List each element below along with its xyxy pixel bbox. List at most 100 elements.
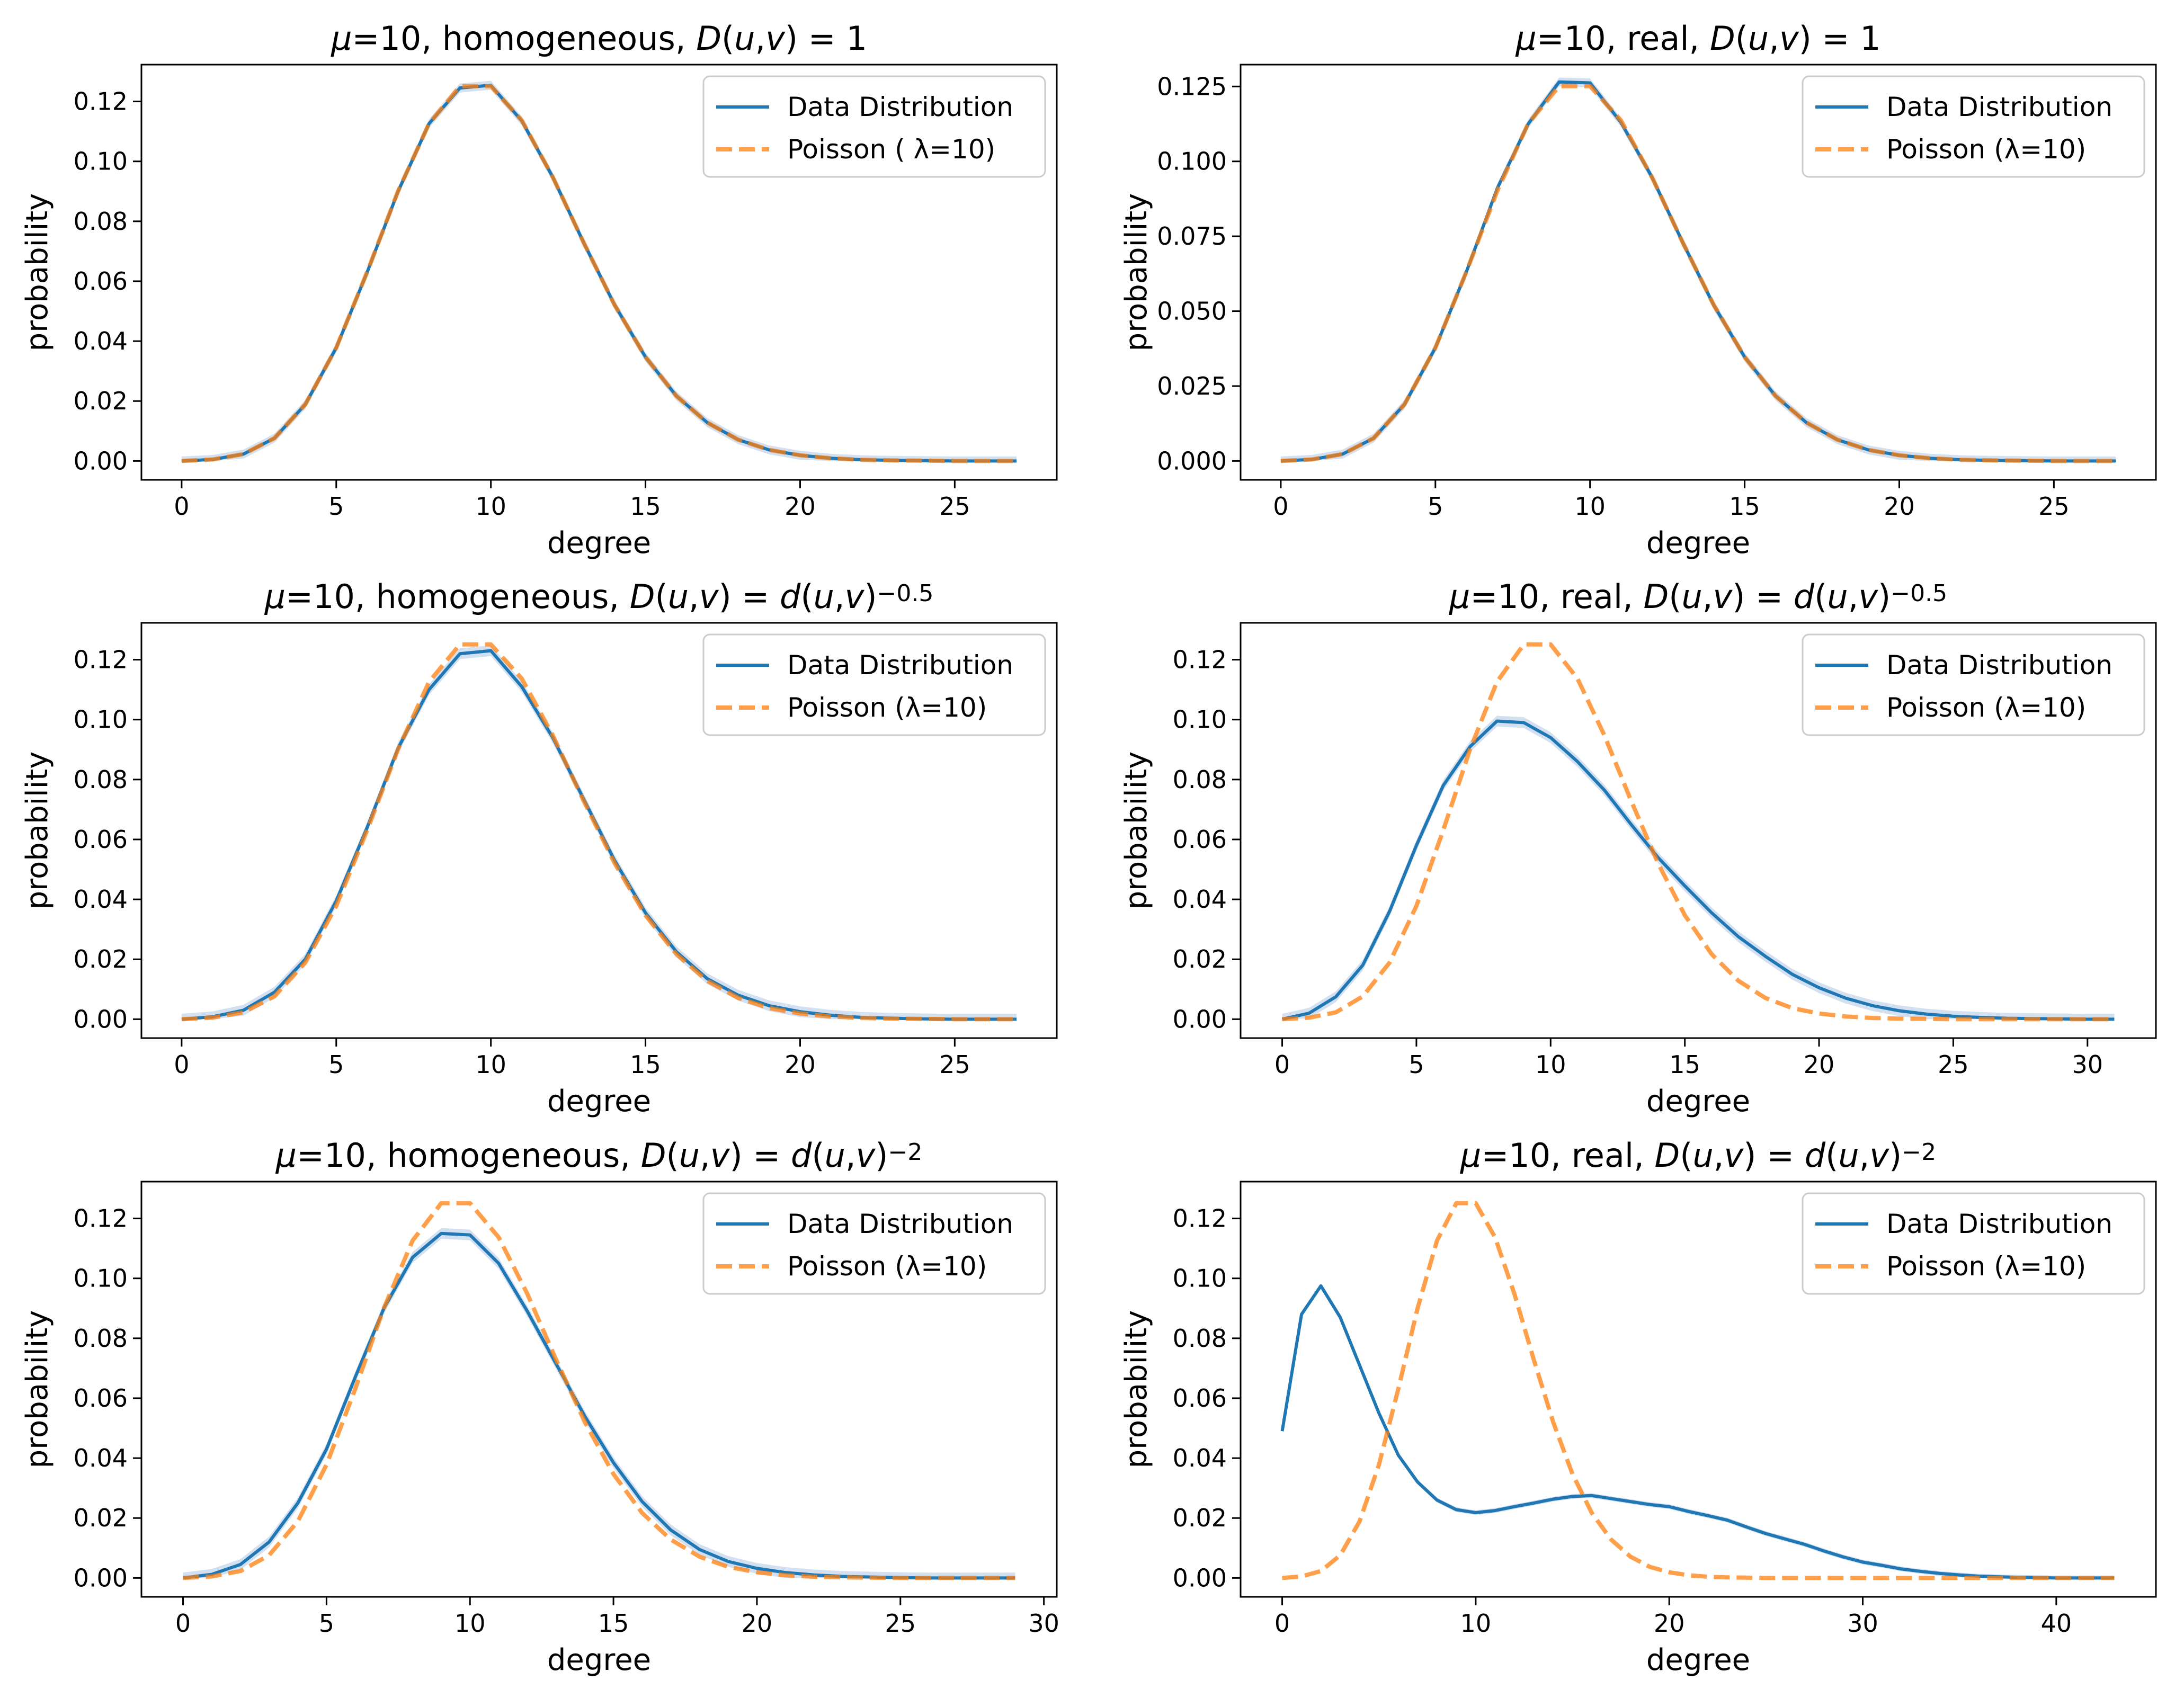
legend-entry-label: Poisson ( λ=10) [787,134,995,165]
x-tick-label: 30 [1028,1609,1059,1638]
title-part: ) = [729,1136,791,1175]
legend-box [702,75,1046,178]
x-tick-label: 10 [1535,1050,1566,1079]
title-part: =10, real, [1470,577,1643,616]
panel-title: μ=10, homogeneous, D(u,v) = d(u,v)−2 [275,1136,923,1175]
legend-entry-label: Data Distribution [787,1209,1013,1239]
y-axis-label: probability [20,1310,55,1469]
x-tick-label: 20 [742,1609,773,1638]
poisson-series-line [1280,84,2116,463]
axes-frame [1240,1181,2157,1598]
title-part: ) [1878,577,1891,616]
y-tick-label: 0.02 [74,945,128,973]
panel-homogeneous-d1: 0 5 10 15 20 25 0.00 0.02 0.04 0.06 0.08 0.10 0.12 de… [20,19,1058,560]
y-tick-label: 0.000 [1157,446,1227,475]
title-part: ) [1889,1136,1902,1175]
title-part: −0.5 [877,580,934,607]
title-part: ( [1735,19,1748,58]
title-part: , [834,577,845,616]
x-axis-label: degree [547,1643,651,1677]
title-part: v [1779,19,1799,58]
x-tick-label: 10 [475,1050,506,1079]
y-tick-label: 0.12 [74,87,128,116]
title-part: u [814,577,834,616]
x-tick-label: 15 [1729,492,1760,521]
x-tick-label: 30 [2072,1050,2103,1079]
title-part: u [1748,19,1769,58]
x-tick-label: 15 [1669,1050,1700,1079]
title-part: ) = [718,577,780,616]
x-tick-label: 0 [1274,1050,1290,1079]
y-tick-label: 0.06 [74,825,128,854]
y-tick-label: 0.075 [1157,222,1227,251]
axes-frame [1240,622,2157,1039]
title-part: , [755,19,765,58]
x-tick-label: 25 [939,1050,970,1079]
x-tick-label: 20 [785,1050,816,1079]
title-part: ( [1669,577,1681,616]
x-tick-label: 0 [174,1050,189,1079]
x-tick-label: 0 [1273,492,1288,521]
y-tick-label: 0.10 [74,1264,128,1293]
y-tick-label: 0.12 [1173,646,1227,674]
y-tick-label: 0.02 [74,1504,128,1532]
y-tick-label: 0.04 [1173,1444,1227,1472]
y-tick-label: 0.08 [1173,1324,1227,1353]
title-part: ) [875,1136,888,1175]
panel-title: μ=10, real, D(u,v) = d(u,v)−0.5 [1449,577,1947,616]
title-part: ( [1814,577,1827,616]
data-distribution-series-line [1281,719,2115,1021]
title-part: μ [1449,577,1470,616]
y-tick-label: 0.10 [1173,705,1227,734]
legend: Data Distribution Poisson (λ=10) [1802,1192,2145,1295]
x-tick-label: 30 [1847,1609,1878,1638]
legend: Data Distribution Poisson (λ=10) [1802,633,2145,736]
x-tick-label: 10 [475,492,506,521]
y-tick-label: 0.08 [74,765,128,794]
y-tick-label: 0.02 [1173,945,1227,973]
panel-homogeneous-d-2: 0 5 10 15 20 25 30 0.00 0.02 0.04 0.06 0.08 0.10 0.12… [20,1136,1059,1677]
y-tick-label: 0.00 [1173,1005,1227,1033]
x-axis-label: degree [547,526,651,560]
y-tick-label: 0.08 [74,1324,128,1353]
title-part: , [1702,577,1713,616]
title-part: =10, real, [1481,1136,1654,1175]
title-part: , [700,1136,710,1175]
x-tick-label: 10 [1460,1609,1492,1638]
x-tick-label: 10 [1574,492,1606,521]
title-part: μ [1515,19,1536,58]
plot-area [181,81,1017,463]
title-part: D [1710,19,1735,58]
title-part: u [1692,1136,1713,1175]
title-part: ( [812,1136,824,1175]
y-tick-label: 0.06 [1173,1384,1227,1413]
title-part: , [689,577,699,616]
title-part: −2 [1902,1139,1936,1166]
title-part: ) = 1 [1799,19,1881,58]
legend-entry-label: Poisson (λ=10) [1886,1251,2086,1282]
title-part: ( [1825,1136,1838,1175]
panel-title: μ=10, homogeneous, D(u,v) = d(u,v)−0.5 [264,577,934,616]
y-tick-label: 0.04 [1173,885,1227,914]
plot-area [1280,1201,2115,1580]
y-tick-label: 0.100 [1157,147,1227,176]
poisson-series-line [181,84,1017,463]
title-part: ( [1680,1136,1692,1175]
x-axis-label: degree [1646,526,1750,560]
y-tick-label: 0.08 [1173,765,1227,794]
title-part: v [765,19,786,58]
axes-frame [140,622,1058,1039]
x-tick-label: 25 [939,492,970,521]
title-part: ( [721,19,734,58]
legend-entry-label: Data Distribution [1886,1209,2112,1239]
y-tick-label: 0.06 [74,1384,128,1413]
title-part: d [791,1136,812,1175]
legend-entry-label: Data Distribution [1886,92,2112,122]
y-tick-label: 0.12 [74,646,128,674]
y-tick-label: 0.06 [74,267,128,296]
y-tick-label: 0.08 [74,207,128,236]
plot-area [1280,77,2116,463]
title-part: μ [1460,1136,1481,1175]
legend-box [1802,1192,2145,1295]
legend-box [702,1192,1046,1295]
